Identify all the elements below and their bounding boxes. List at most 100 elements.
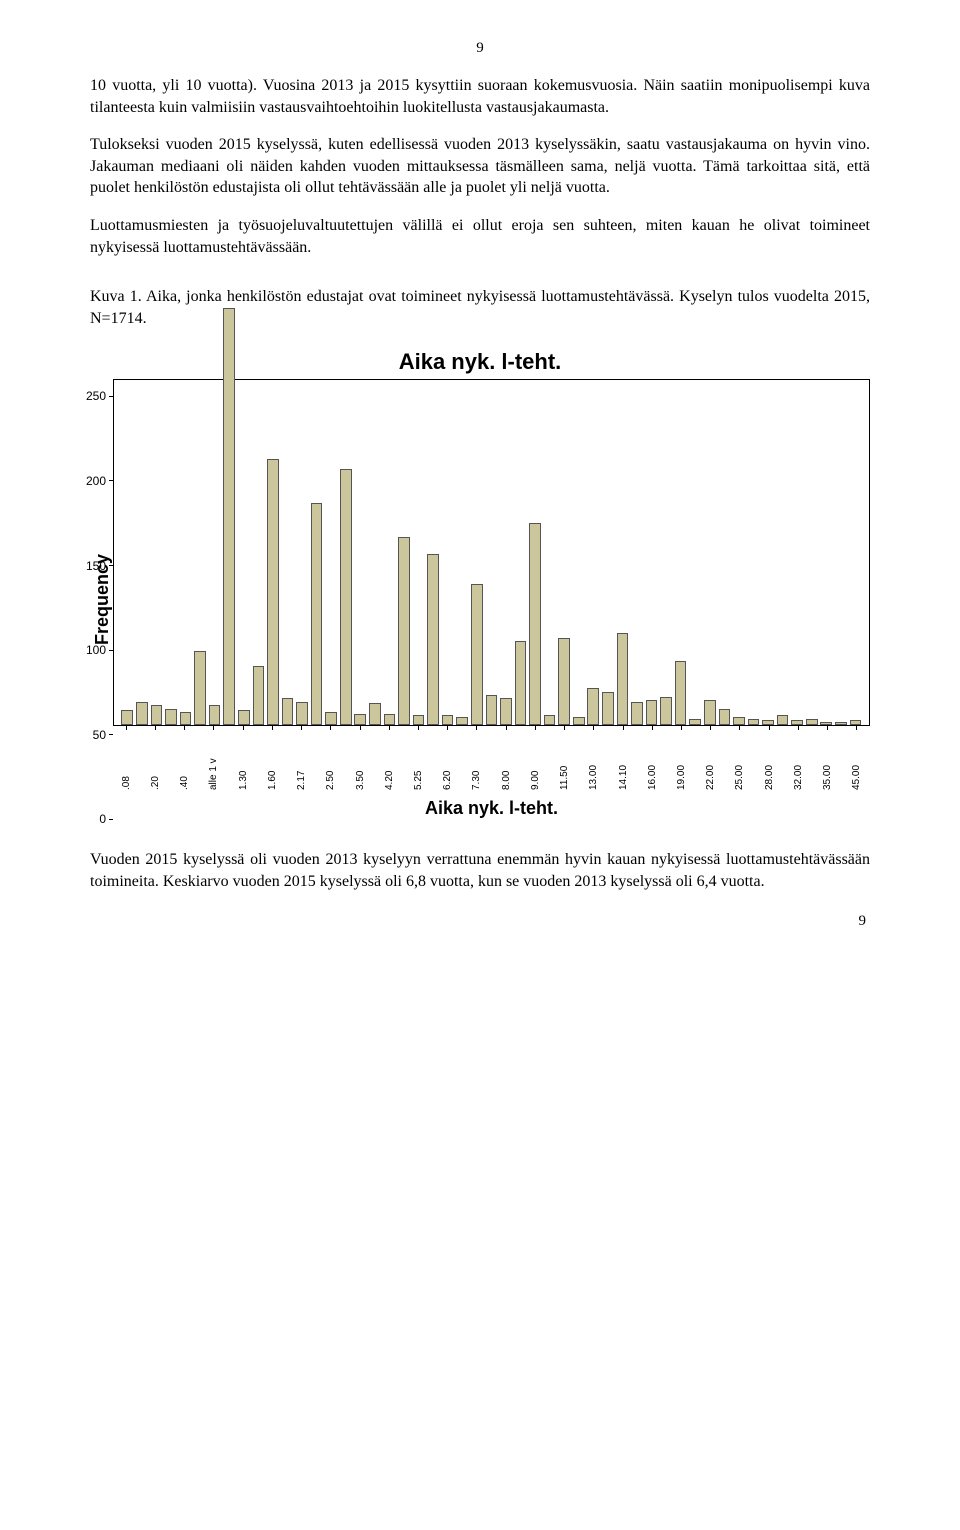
histogram-bar	[209, 705, 221, 725]
x-tick-slot: 4.20	[382, 726, 397, 792]
y-tick: 50	[93, 728, 113, 742]
histogram-bar	[835, 722, 847, 725]
bar-slot	[338, 469, 353, 725]
x-tick-slot	[601, 726, 616, 792]
bar-slot	[732, 717, 747, 725]
histogram-bar	[587, 688, 599, 725]
x-tick-slot	[455, 726, 470, 792]
histogram-bar	[733, 717, 745, 725]
histogram-chart: Aika nyk. l-teht. Frequency 050100150200…	[90, 349, 870, 819]
x-tick-slot	[806, 726, 821, 792]
x-tick-slot	[630, 726, 645, 792]
histogram-bar	[631, 702, 643, 726]
x-tick-label: .40	[179, 730, 190, 792]
bar-slot	[528, 523, 543, 725]
x-tick-slot: 22.00	[703, 726, 718, 792]
histogram-bar	[340, 469, 352, 725]
histogram-bar	[544, 715, 556, 725]
histogram-bar	[777, 715, 789, 725]
histogram-bar	[427, 554, 439, 726]
x-tick-label: 4.20	[384, 730, 395, 792]
histogram-bar	[689, 719, 701, 726]
x-tick-label: 22.00	[705, 730, 716, 792]
x-tick-slot	[747, 726, 762, 792]
bar-slot	[237, 710, 252, 725]
x-tick-slot	[689, 726, 704, 792]
x-tick-slot	[367, 726, 382, 792]
histogram-bar	[471, 584, 483, 726]
x-tick-slot	[718, 726, 733, 792]
bar-slot	[499, 698, 514, 725]
plot-column: .08.20.40alle 1 v1.301.602.172.503.504.2…	[113, 379, 870, 819]
x-tick-label: 19.00	[676, 730, 687, 792]
bar-slot	[513, 641, 528, 725]
x-tick-slot	[835, 726, 850, 792]
x-tick-slot: alle 1 v	[207, 726, 222, 792]
x-tick-label: 1.30	[238, 730, 249, 792]
bar-slot	[295, 702, 310, 726]
paragraph-2: Tulokseksi vuoden 2015 kyselyssä, kuten …	[90, 134, 870, 199]
y-tick: 100	[86, 643, 113, 657]
x-tick-label: 16.00	[647, 730, 658, 792]
histogram-bar	[529, 523, 541, 725]
bar-slot	[178, 712, 193, 725]
histogram-bar	[850, 720, 862, 725]
chart-title: Aika nyk. l-teht.	[90, 349, 870, 375]
histogram-bar	[704, 700, 716, 725]
page-number-bottom: 9	[90, 913, 870, 930]
paragraph-1: 10 vuotta, yli 10 vuotta). Vuosina 2013 …	[90, 75, 870, 118]
x-tick-label: 1.60	[267, 730, 278, 792]
x-tick-slot	[192, 726, 207, 792]
bar-slot	[717, 709, 732, 726]
bar-slot	[746, 719, 761, 726]
histogram-bar	[267, 459, 279, 725]
bar-slot	[353, 714, 368, 726]
bar-slot	[309, 503, 324, 725]
bar-slot	[120, 710, 135, 725]
bar-slot	[440, 715, 455, 725]
histogram-bar	[602, 692, 614, 726]
y-tick: 150	[86, 559, 113, 573]
x-tick-label: 14.10	[618, 730, 629, 792]
histogram-bar	[325, 712, 337, 725]
bar-slot	[790, 720, 805, 725]
x-tick-slot: .08	[119, 726, 134, 792]
x-tick-slot	[250, 726, 265, 792]
x-tick-slot: 25.00	[733, 726, 748, 792]
bar-slot	[673, 661, 688, 725]
bar-slot	[266, 459, 281, 725]
x-tick-slot	[426, 726, 441, 792]
x-tick-label: 7.30	[471, 730, 482, 792]
bar-slot	[470, 584, 485, 726]
histogram-bar	[660, 697, 672, 726]
histogram-bar	[806, 719, 818, 726]
bar-slot	[251, 666, 266, 725]
histogram-bar	[486, 695, 498, 725]
bar-slot	[382, 714, 397, 726]
histogram-bar	[456, 717, 468, 725]
x-tick-label: 9.00	[530, 730, 541, 792]
chart-body: Frequency 050100150200250 .08.20.40alle …	[90, 379, 870, 819]
x-tick-slot: 9.00	[528, 726, 543, 792]
page-number-top: 9	[90, 40, 870, 57]
x-tick-slot: 1.60	[265, 726, 280, 792]
bar-slot	[397, 537, 412, 726]
x-tick-slot: 3.50	[353, 726, 368, 792]
x-tick-label: 25.00	[734, 730, 745, 792]
x-tick-label: 11.50	[559, 730, 570, 792]
histogram-bar	[719, 709, 731, 726]
histogram-bar	[500, 698, 512, 725]
x-tick-label: .20	[150, 730, 161, 792]
x-tick-label: 8.00	[501, 730, 512, 792]
bar-slot	[804, 719, 819, 726]
plot-area	[114, 380, 869, 725]
paragraph-4: Vuoden 2015 kyselyssä oli vuoden 2013 ky…	[90, 849, 870, 892]
y-tick: 250	[86, 389, 113, 403]
histogram-bar	[748, 719, 760, 726]
x-tick-slot: 14.10	[616, 726, 631, 792]
x-tick-slot: 1.30	[236, 726, 251, 792]
x-tick-slot: 2.17	[294, 726, 309, 792]
x-tick-slot: 16.00	[645, 726, 660, 792]
histogram-bar	[354, 714, 366, 726]
x-tick-slot: 13.00	[587, 726, 602, 792]
